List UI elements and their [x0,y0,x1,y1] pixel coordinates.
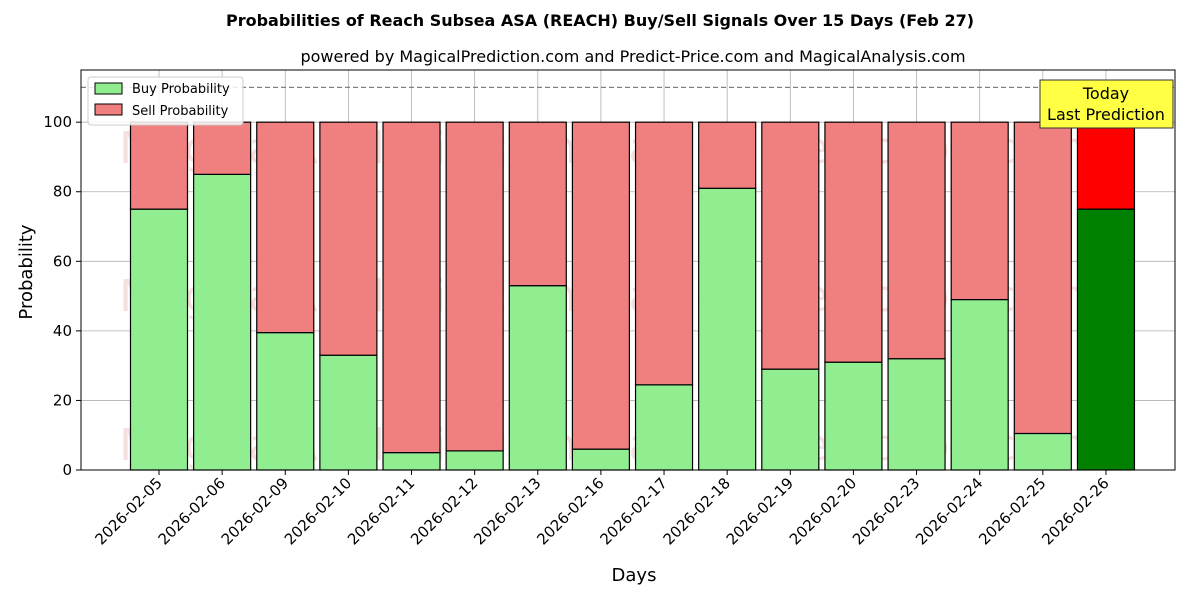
bar-sell [319,121,378,356]
legend-label-sell: Sell Probability [132,104,229,119]
x-tick-label: 2026-02-25 [975,474,1049,548]
bar-buy [445,450,504,471]
chart-title: Probabilities of Reach Subsea ASA (REACH… [226,11,974,30]
x-tick-label: 2026-02-18 [660,474,734,548]
y-tick-label: 40 [53,322,72,340]
x-tick-label: 2026-02-12 [407,474,481,548]
x-tick-label: 2026-02-11 [344,474,418,548]
today-annotation: Today Last Prediction [1039,79,1174,129]
bar-buy [698,187,757,471]
bar-buy [1013,432,1072,471]
bar-sell [571,121,631,450]
bar-sell [950,121,1009,301]
bar-buy [382,452,441,471]
x-tick-label: 2026-02-26 [1038,474,1112,548]
annotation-line2: Last Prediction [1047,105,1165,124]
x-tick-label: 2026-02-05 [91,474,165,548]
bar-buy [1076,208,1136,471]
bar-buy [887,358,946,471]
bar-sell [256,121,315,334]
annotation-box [1039,79,1174,129]
x-tick-label: 2026-02-20 [786,474,860,548]
x-ticks: 2026-02-052026-02-062026-02-092026-02-10… [91,470,1113,548]
x-tick-label: 2026-02-06 [155,474,229,548]
legend-swatch-sell [94,103,123,116]
x-tick-label: 2026-02-17 [596,474,670,548]
bar-buy [319,354,378,471]
x-tick-label: 2026-02-24 [912,474,986,548]
x-tick-label: 2026-02-23 [849,474,923,548]
y-tick-label: 20 [53,391,72,409]
x-tick-label: 2026-02-16 [533,474,607,548]
chart-subtitle: powered by MagicalPrediction.com and Pre… [300,47,965,66]
y-tick-label: 0 [62,461,72,479]
bar-buy [634,384,694,471]
legend-swatch-buy [94,82,123,95]
bar-sell [129,121,189,210]
y-ticks: 0 20 40 60 80 100 [43,113,81,479]
bar-buy [950,298,1009,471]
x-tick-label: 2026-02-19 [723,474,797,548]
bar-sell [698,121,757,189]
bar-buy [508,285,567,471]
bar-sell [1076,121,1136,210]
bars [129,121,1136,471]
y-tick-label: 80 [53,183,72,201]
y-tick-label: 100 [43,113,72,131]
bar-sell [634,121,694,386]
bar-sell [824,121,883,363]
y-axis-label: Probability [16,224,37,319]
bar-sell [508,121,567,287]
x-axis-label: Days [612,565,657,586]
bar-buy [256,332,315,471]
bar-buy [129,208,189,471]
x-tick-label: 2026-02-10 [281,474,355,548]
legend-frame [87,76,244,126]
bar-sell [761,121,820,370]
bar-buy [824,361,883,471]
annotation-line1: Today [1082,84,1129,103]
bar-buy [761,368,820,471]
legend-label-buy: Buy Probability [132,82,230,97]
y-tick-label: 60 [53,252,72,270]
bar-sell [887,121,946,360]
bar-buy [193,173,252,471]
x-tick-label: 2026-02-13 [470,474,544,548]
x-tick-label: 2026-02-09 [218,474,292,548]
legend: Buy Probability Sell Probability [87,76,244,126]
bar-buy [571,448,631,471]
bar-sell [382,121,441,454]
plot-frame [80,69,1176,471]
bar-sell [193,121,252,175]
bar-sell [1013,121,1072,435]
bar-sell [445,121,504,452]
